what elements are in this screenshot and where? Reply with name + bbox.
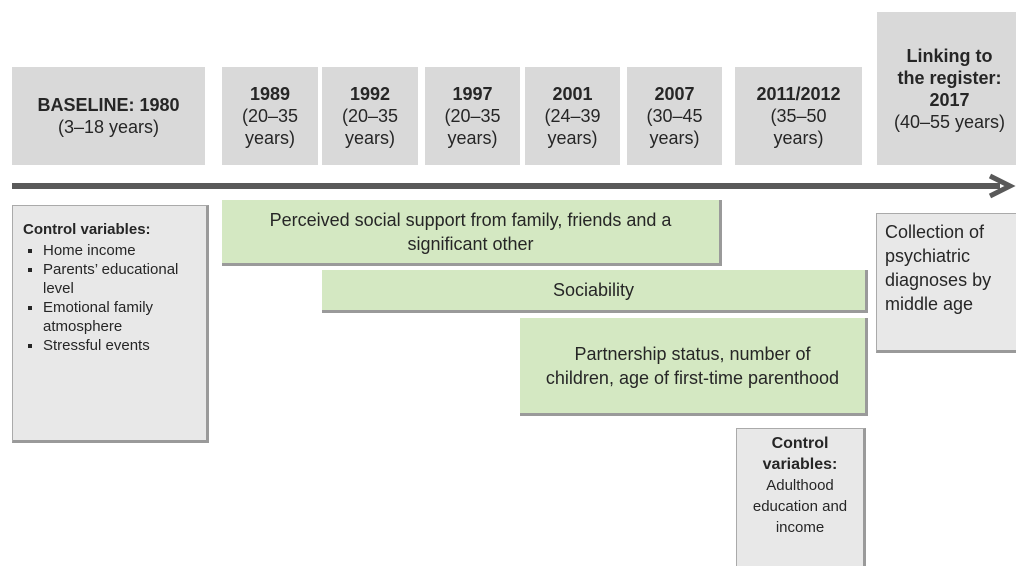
- control-variables-box: Control variables: Home income Parents’ …: [12, 205, 209, 443]
- control-item: Parents’ educational level: [43, 260, 196, 298]
- timepoint: 1992 (20–35 years): [322, 67, 418, 165]
- outcome-text: Collection of psychiatric diagnoses by m…: [885, 222, 992, 314]
- timepoint: 1989 (20–35 years): [222, 67, 318, 165]
- measure-text: Partnership status, number of children, …: [545, 343, 840, 388]
- timepoint-label: 2011/2012: [756, 84, 841, 104]
- measure-text: Sociability: [552, 280, 635, 300]
- timepoint-ages: (35–50: [770, 106, 827, 126]
- adult-controls-box: Control variables: Adulthood education a…: [736, 428, 866, 566]
- timepoint: Linking to the register: 2017 (40–55 yea…: [877, 12, 1016, 165]
- control-item: Stressful events: [43, 336, 196, 355]
- timepoint-ages: years): [773, 128, 824, 148]
- control-list: Home income Parents’ educational level E…: [23, 241, 196, 355]
- box-title: Control variables:: [23, 221, 151, 238]
- timepoint-label: 2001: [552, 84, 593, 104]
- timepoint-label: 1992: [349, 84, 391, 104]
- timepoint-ages: years): [649, 128, 700, 148]
- timepoint-label: the register:: [897, 67, 1002, 88]
- timepoint-label: Linking to: [906, 45, 993, 66]
- timepoint-ages: (24–39: [544, 106, 601, 126]
- timepoint-ages: (30–45: [646, 106, 703, 126]
- timepoint: BASELINE: 1980 (3–18 years): [12, 67, 205, 165]
- timepoint: 1997 (20–35 years): [425, 67, 520, 165]
- timepoint-ages: (20–35: [341, 106, 399, 126]
- timepoint-ages: years): [344, 128, 395, 148]
- timepoint-ages: years): [244, 128, 295, 148]
- timepoint-ages: (40–55 years): [893, 111, 1006, 132]
- measure: Sociability: [322, 270, 868, 313]
- timepoint-ages: years): [447, 128, 498, 148]
- timepoint-ages: (20–35: [241, 106, 299, 126]
- box-title: Control variables:: [762, 435, 838, 473]
- timepoint-ages: (3–18 years): [57, 117, 160, 137]
- timepoint-ages: (20–35: [444, 106, 501, 126]
- timepoint-label: 2017: [929, 89, 970, 110]
- control-item: Home income: [43, 241, 196, 260]
- timeline-arrow: [12, 173, 1016, 199]
- measure-text: Perceived social support from family, fr…: [269, 209, 672, 254]
- measure: Partnership status, number of children, …: [520, 318, 868, 416]
- timepoint: 2011/2012 (35–50 years): [735, 67, 862, 165]
- timepoint-label: 1989: [249, 84, 291, 104]
- control-item: Emotional family atmosphere: [43, 298, 196, 336]
- measure: Perceived social support from family, fr…: [222, 200, 722, 266]
- timepoint: 2007 (30–45 years): [627, 67, 722, 165]
- timepoint-label: 2007: [654, 84, 695, 104]
- timepoint: 2001 (24–39 years): [525, 67, 620, 165]
- adult-controls-text: Adulthood education and income: [752, 477, 848, 536]
- timepoint-label: 1997: [452, 84, 493, 104]
- timepoint-label: BASELINE: 1980: [37, 95, 180, 115]
- timepoint-ages: years): [547, 128, 598, 148]
- outcome-box: Collection of psychiatric diagnoses by m…: [876, 213, 1016, 353]
